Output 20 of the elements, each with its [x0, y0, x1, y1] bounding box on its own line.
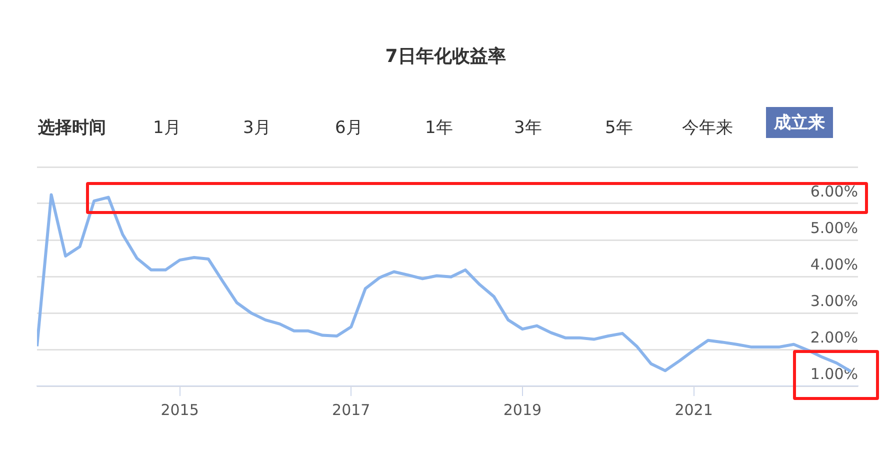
text: 3年: [514, 117, 542, 139]
text: 1月: [153, 117, 181, 139]
text: 6月: [335, 117, 363, 139]
chart-title: 7日年化收益率: [384, 45, 507, 68]
text: 1年: [425, 117, 453, 139]
x-tick-label: 2021: [674, 400, 713, 419]
text: 5年: [605, 117, 633, 139]
x-tick-label: 2017: [332, 400, 370, 419]
y-tick-label: 6.00%: [810, 182, 858, 200]
text: 选择时间: [38, 117, 106, 139]
x-tick-label: 2019: [503, 400, 542, 419]
text: 成立来: [766, 107, 833, 138]
y-tick-label: 5.00%: [810, 218, 858, 237]
y-tick-label: 2.00%: [810, 328, 858, 346]
text: 3月: [243, 117, 271, 139]
x-tick-label: 2015: [160, 400, 199, 419]
text: 今年来: [682, 117, 733, 139]
y-tick-label: 4.00%: [810, 255, 858, 274]
y-tick-label: 1.00%: [810, 364, 858, 383]
y-tick-label: 3.00%: [810, 292, 858, 310]
